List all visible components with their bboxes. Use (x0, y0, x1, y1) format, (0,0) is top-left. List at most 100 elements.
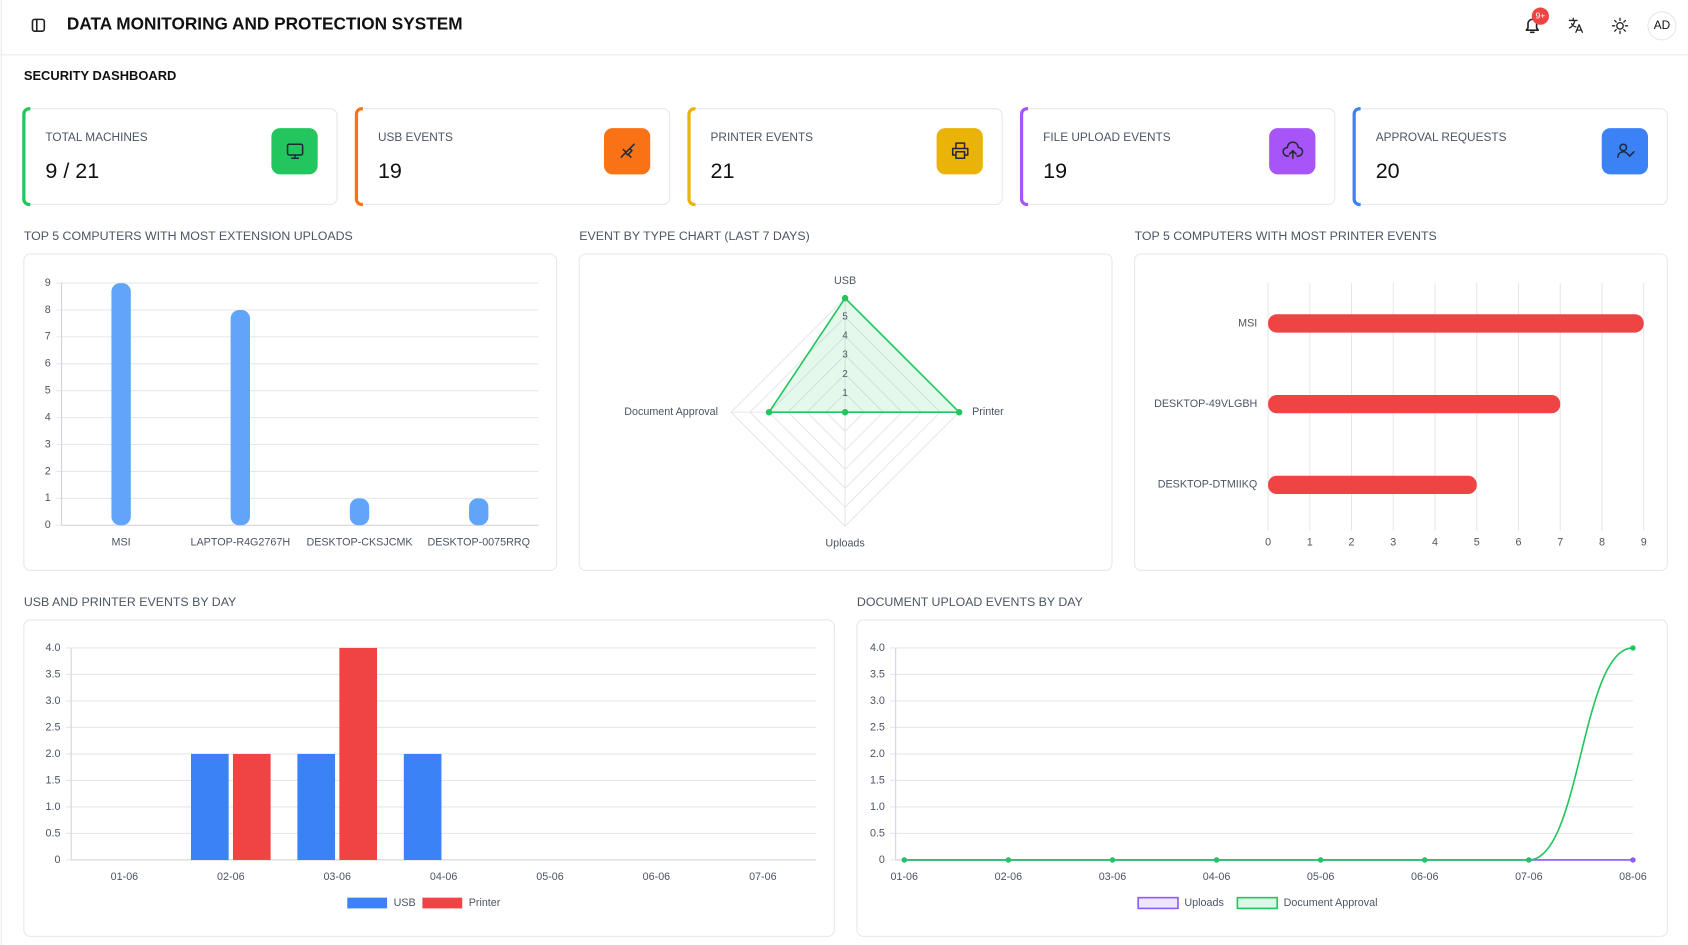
y-tick-label: 0 (879, 854, 885, 866)
sun-icon (1616, 21, 1624, 30)
y-tick-label: 8 (45, 304, 51, 316)
card-label: TOTAL MACHINES (45, 130, 147, 144)
bar (297, 753, 336, 860)
radar-point (841, 294, 849, 302)
line (904, 647, 1633, 861)
card-value: 19 (1043, 159, 1067, 183)
bar (230, 309, 251, 526)
point (1630, 857, 1636, 863)
avatar-initials: AD (1654, 18, 1670, 32)
x-tick-label: 6 (1515, 536, 1521, 548)
y-tick-label: DESKTOP-DTMIIKQ (1158, 479, 1258, 491)
y-tick-label: 1.0 (45, 801, 60, 813)
bar (1268, 475, 1477, 495)
y-tick-label: 1 (45, 492, 51, 504)
radar-point (765, 408, 773, 416)
y-tick-label: 1.5 (870, 774, 885, 786)
axis-label: USB (834, 275, 856, 287)
y-tick-label: 4 (45, 411, 51, 423)
legend-label: Document Approval (1284, 897, 1378, 909)
point (1422, 857, 1428, 863)
legend-label: USB (394, 897, 416, 909)
bar (232, 753, 271, 860)
axis-label: Document Approval (624, 406, 718, 418)
x-tick-label: 03-06 (1099, 871, 1127, 883)
bar (349, 498, 370, 526)
icon-shape (1619, 143, 1628, 152)
y-tick-label: MSI (1238, 317, 1257, 329)
y-tick-label: 2.5 (45, 721, 60, 733)
point (1005, 857, 1012, 863)
legend-swatch (1236, 896, 1279, 910)
y-tick-label: 0.5 (870, 827, 885, 839)
icon-shape (291, 154, 300, 159)
y-tick-label: 4.0 (45, 642, 60, 654)
r-tick-label: 5 (842, 312, 847, 323)
x-tick-label: 06-06 (1411, 871, 1439, 883)
app-title: DATA MONITORING AND PROTECTION SYSTEM (67, 13, 463, 33)
approval-icon (1617, 143, 1635, 158)
x-tick-label: 05-06 (1307, 871, 1335, 883)
printer-icon (951, 142, 969, 159)
r-tick-label: 3 (842, 350, 847, 361)
upload-icon (1282, 141, 1304, 159)
radar-point (841, 408, 849, 416)
card-label: PRINTER EVENTS (711, 130, 814, 144)
x-tick-label: 04-06 (1203, 871, 1231, 883)
x-tick-label: 07-06 (749, 871, 777, 883)
chart-title: DOCUMENT UPLOAD EVENTS BY DAY (857, 595, 1083, 609)
y-tick-label: 3 (45, 438, 51, 450)
chart-title: USB AND PRINTER EVENTS BY DAY (24, 595, 236, 609)
bar (339, 647, 378, 860)
x-tick-label: 4 (1432, 536, 1438, 548)
x-tick-label: 3 (1390, 536, 1396, 548)
x-tick-label: 02-06 (217, 871, 245, 883)
sidebar-toggle[interactable] (31, 18, 46, 33)
chart-panel (856, 619, 1668, 937)
y-tick-label: 3.0 (45, 695, 60, 707)
point (1526, 857, 1532, 863)
chart-title: EVENT BY TYPE CHART (LAST 7 DAYS) (579, 229, 810, 243)
x-tick-label: 03-06 (323, 871, 351, 883)
y-tick-label: 3.5 (45, 668, 60, 680)
y-tick-label: 1.5 (45, 774, 60, 786)
user-menu[interactable]: AD (1647, 11, 1677, 41)
chart-title: TOP 5 COMPUTERS WITH MOST PRINTER EVENTS (1135, 229, 1437, 243)
y-tick-label: 4.0 (870, 642, 885, 654)
card-label: FILE UPLOAD EVENTS (1043, 130, 1171, 144)
monitor-icon (286, 143, 304, 159)
x-tick-label: 01-06 (891, 871, 919, 883)
y-tick-label: 3.0 (870, 695, 885, 707)
y-tick-label: DESKTOP-49VLGBH (1154, 398, 1257, 410)
theme-toggle[interactable] (1611, 17, 1629, 35)
axis-label: Printer (972, 406, 1004, 418)
notifications[interactable]: 9+ (1525, 7, 1549, 34)
x-tick-label: 9 (1641, 536, 1647, 548)
sun-rays (1611, 17, 1629, 35)
x-tick-label: 2 (1349, 536, 1355, 548)
chart-panel (23, 253, 558, 571)
y-tick-label: 9 (45, 277, 51, 289)
x-tick-label: 07-06 (1515, 871, 1543, 883)
card-icon-box (271, 128, 318, 175)
language[interactable] (1568, 17, 1583, 33)
bar (1268, 395, 1561, 414)
legend-label: Uploads (1184, 897, 1223, 909)
y-tick-label: 0 (45, 519, 51, 531)
legend-swatch (347, 897, 388, 909)
r-tick-label: 2 (842, 369, 847, 380)
legend-label: Printer (469, 897, 501, 909)
x-tick-label: 05-06 (536, 871, 564, 883)
y-tick-label: 2 (45, 465, 51, 477)
icon-shape (1617, 151, 1635, 158)
point (1317, 857, 1324, 863)
chart-title: TOP 5 COMPUTERS WITH MOST EXTENSION UPLO… (24, 229, 353, 243)
card-accent (22, 107, 31, 207)
x-tick-label: 04-06 (430, 871, 458, 883)
y-tick-label: 3.5 (870, 668, 885, 680)
translate-icon (1568, 17, 1583, 33)
y-tick-label: 2.0 (45, 748, 60, 760)
y-tick-label: 2.0 (870, 748, 885, 760)
card-label: APPROVAL REQUESTS (1376, 130, 1507, 144)
